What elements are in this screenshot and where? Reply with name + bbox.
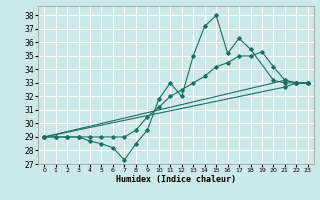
X-axis label: Humidex (Indice chaleur): Humidex (Indice chaleur)	[116, 175, 236, 184]
